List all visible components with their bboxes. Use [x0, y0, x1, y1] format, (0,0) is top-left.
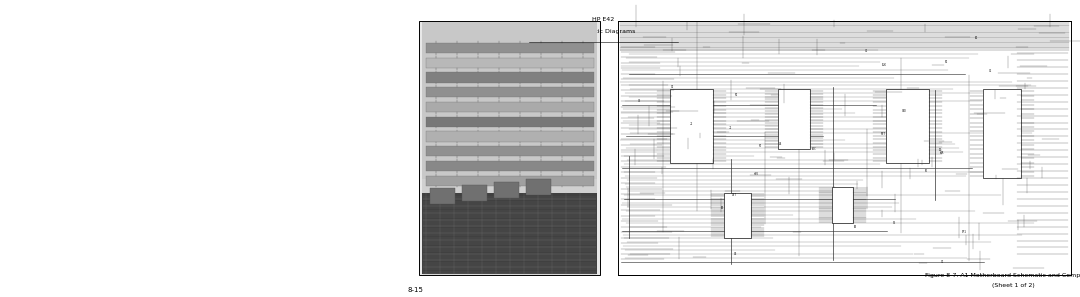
Text: U4: U4	[779, 142, 782, 146]
Bar	[426, 117, 594, 127]
Text: VCC: VCC	[812, 147, 818, 151]
Text: (Sheet 1 of 2): (Sheet 1 of 2)	[991, 283, 1035, 288]
Text: Figure 8-7. A1 Motherboard Schematic and Components: Figure 8-7. A1 Motherboard Schematic and…	[924, 273, 1080, 278]
Text: NC: NC	[924, 169, 928, 173]
Text: INT: INT	[731, 193, 737, 197]
Bar	[430, 188, 456, 204]
Text: CLK: CLK	[882, 63, 887, 67]
Text: C1: C1	[942, 260, 945, 264]
Text: C2: C2	[671, 85, 674, 89]
Text: R1: R1	[734, 93, 738, 97]
Bar	[419, 21, 600, 275]
Text: J2: J2	[689, 122, 692, 126]
Bar	[422, 22, 597, 274]
Bar	[426, 176, 594, 186]
Text: U5: U5	[893, 221, 896, 225]
Text: D0: D0	[853, 225, 856, 229]
Bar	[832, 187, 853, 223]
Bar	[670, 89, 713, 163]
Text: RD: RD	[758, 144, 761, 148]
Bar	[426, 131, 594, 142]
Text: HP E42: HP E42	[592, 17, 613, 22]
Text: WR: WR	[940, 151, 943, 155]
Text: +5V: +5V	[754, 172, 759, 176]
Bar	[778, 89, 810, 148]
Text: GND: GND	[902, 109, 907, 113]
Text: TP1: TP1	[962, 230, 967, 234]
Text: D1: D1	[940, 148, 943, 152]
Bar	[983, 89, 1021, 178]
Text: RST: RST	[880, 132, 886, 136]
Bar	[422, 22, 597, 179]
Bar	[526, 179, 551, 195]
Bar	[618, 21, 1071, 275]
Bar	[724, 193, 751, 238]
Bar	[426, 72, 594, 83]
Text: 8-15: 8-15	[408, 287, 423, 293]
Bar	[426, 146, 594, 157]
Text: A0: A0	[721, 206, 725, 210]
Text: U1: U1	[864, 49, 867, 53]
Text: J1: J1	[729, 126, 732, 130]
Bar	[494, 182, 519, 198]
Text: Schematic Diagrams: Schematic Diagrams	[570, 29, 635, 34]
Bar	[462, 185, 487, 201]
Bar	[422, 192, 597, 274]
Bar	[886, 89, 929, 163]
Bar	[426, 161, 594, 171]
Text: U3: U3	[638, 99, 642, 103]
Bar	[426, 58, 594, 68]
Bar	[426, 87, 594, 97]
Text: R2: R2	[945, 60, 948, 64]
Bar	[426, 102, 594, 112]
Bar	[426, 43, 594, 53]
Text: CS: CS	[733, 252, 737, 256]
Text: U2: U2	[989, 69, 993, 73]
Text: A1: A1	[975, 36, 978, 40]
